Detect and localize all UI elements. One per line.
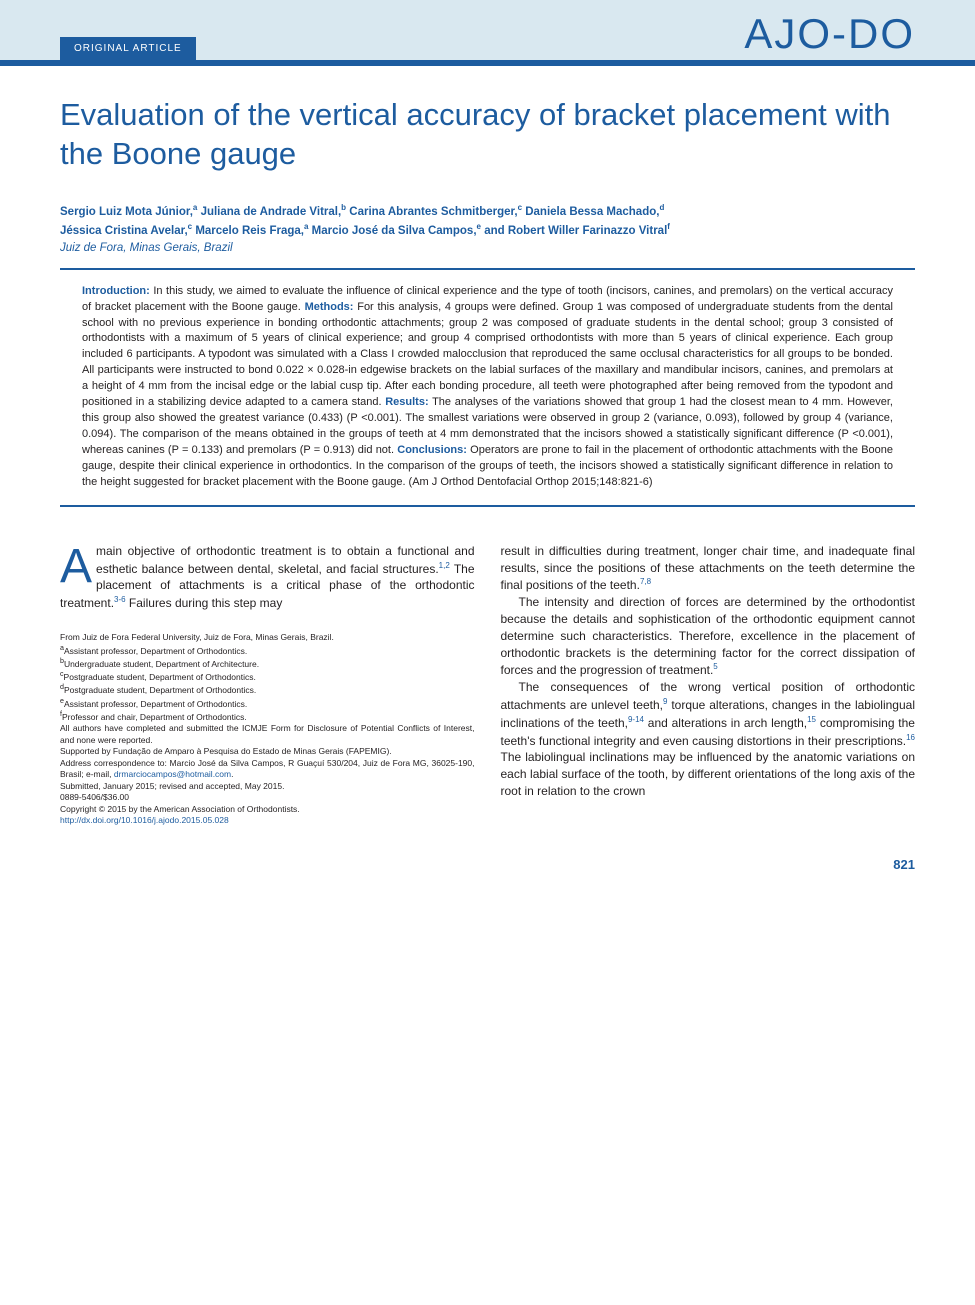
body-paragraph: The intensity and direction of forces ar… [501,594,916,679]
author: Sergio Luiz Mota Júnior, [60,205,193,217]
article-type-tag: ORIGINAL ARTICLE [60,37,196,60]
header-band: ORIGINAL ARTICLE AJO-DO [0,0,975,60]
abstract-methods-text: For this analysis, 4 groups were defined… [82,301,893,409]
footnote-doi: http://dx.doi.org/10.1016/j.ajodo.2015.0… [60,815,475,826]
footnotes: From Juiz de Fora Federal University, Ju… [60,632,475,826]
footnote-line: From Juiz de Fora Federal University, Ju… [60,632,475,643]
author-sup: d [659,203,664,212]
author-sup: a [193,203,197,212]
citation-ref[interactable]: 15 [807,715,816,724]
footnote-line: All authors have completed and submitted… [60,723,475,746]
affiliation-location: Juiz de Fora, Minas Gerais, Brazil [60,242,915,254]
body-text: A main objective of orthodontic treatmen… [96,544,474,576]
footnote-line: bUndergraduate student, Department of Ar… [60,657,475,670]
column-right: result in difficulties during treatment,… [501,543,916,827]
page-number: 821 [0,847,975,892]
footnote-line: Supported by Fundação de Amparo à Pesqui… [60,746,475,757]
journal-logo: AJO-DO [744,10,915,58]
author-sup: e [477,222,481,231]
body-paragraph: result in difficulties during treatment,… [501,543,916,594]
body-text: The labiolingual inclinations may be inf… [501,750,916,798]
body-text: The intensity and direction of forces ar… [501,595,916,677]
author-sup: a [304,222,308,231]
email-link[interactable]: drmarciocampos@hotmail.com [114,769,231,779]
footnote-line: dPostgraduate student, Department of Ort… [60,683,475,696]
footnote-line: aAssistant professor, Department of Orth… [60,644,475,657]
author-sup: c [518,203,522,212]
author: Jéssica Cristina Avelar, [60,224,188,236]
citation-ref[interactable]: 5 [713,662,717,671]
citation-ref[interactable]: 16 [906,733,915,742]
body-text: and alterations in arch length, [644,716,807,730]
body-columns: A main objective of orthodontic treatmen… [60,543,915,827]
author: Marcelo Reis Fraga, [195,224,304,236]
footnote-line: 0889-5406/$36.00 [60,792,475,803]
body-text: result in difficulties during treatment,… [501,544,916,593]
footnote-copyright: Copyright © 2015 by the American Associa… [60,804,475,815]
body-paragraph: A main objective of orthodontic treatmen… [60,543,475,612]
author: Juliana de Andrade Vitral, [201,205,342,217]
doi-link[interactable]: http://dx.doi.org/10.1016/j.ajodo.2015.0… [60,815,229,825]
footnote-line: eAssistant professor, Department of Orth… [60,697,475,710]
abstract-divider-bottom [60,505,915,507]
abstract-conclusions-label: Conclusions: [397,444,467,456]
abstract-results-label: Results: [385,396,428,408]
abstract-intro-label: Introduction: [82,285,150,297]
abstract-methods-label: Methods: [305,301,354,313]
footnote-correspondence: Address correspondence to: Marcio José d… [60,758,475,781]
footnote-line: cPostgraduate student, Department of Ort… [60,670,475,683]
author-sup: c [188,222,192,231]
article-title: Evaluation of the vertical accuracy of b… [60,96,915,174]
authors-block: Sergio Luiz Mota Júnior,a Juliana de And… [60,202,915,240]
body-text: Failures during this step may [126,596,283,610]
citation-ref[interactable]: 7,8 [640,577,651,586]
citation-ref[interactable]: 3-6 [114,595,126,604]
footnote-line: fProfessor and chair, Department of Orth… [60,710,475,723]
body-paragraph: The consequences of the wrong vertical p… [501,679,916,800]
citation-ref[interactable]: 9-14 [628,715,644,724]
column-left: A main objective of orthodontic treatmen… [60,543,475,827]
abstract-divider-top [60,268,915,270]
footnote-line: Submitted, January 2015; revised and acc… [60,781,475,792]
author: Marcio José da Silva Campos, [312,224,477,236]
author-sup: b [341,203,346,212]
citation-ref[interactable]: 1,2 [439,561,450,570]
page-content: Evaluation of the vertical accuracy of b… [0,66,975,847]
author: Daniela Bessa Machado, [525,205,659,217]
abstract: Introduction: In this study, we aimed to… [60,284,915,491]
author: Carina Abrantes Schmitberger, [349,205,517,217]
author-sup: f [667,222,670,231]
author: and Robert Willer Farinazzo Vitral [484,224,667,236]
